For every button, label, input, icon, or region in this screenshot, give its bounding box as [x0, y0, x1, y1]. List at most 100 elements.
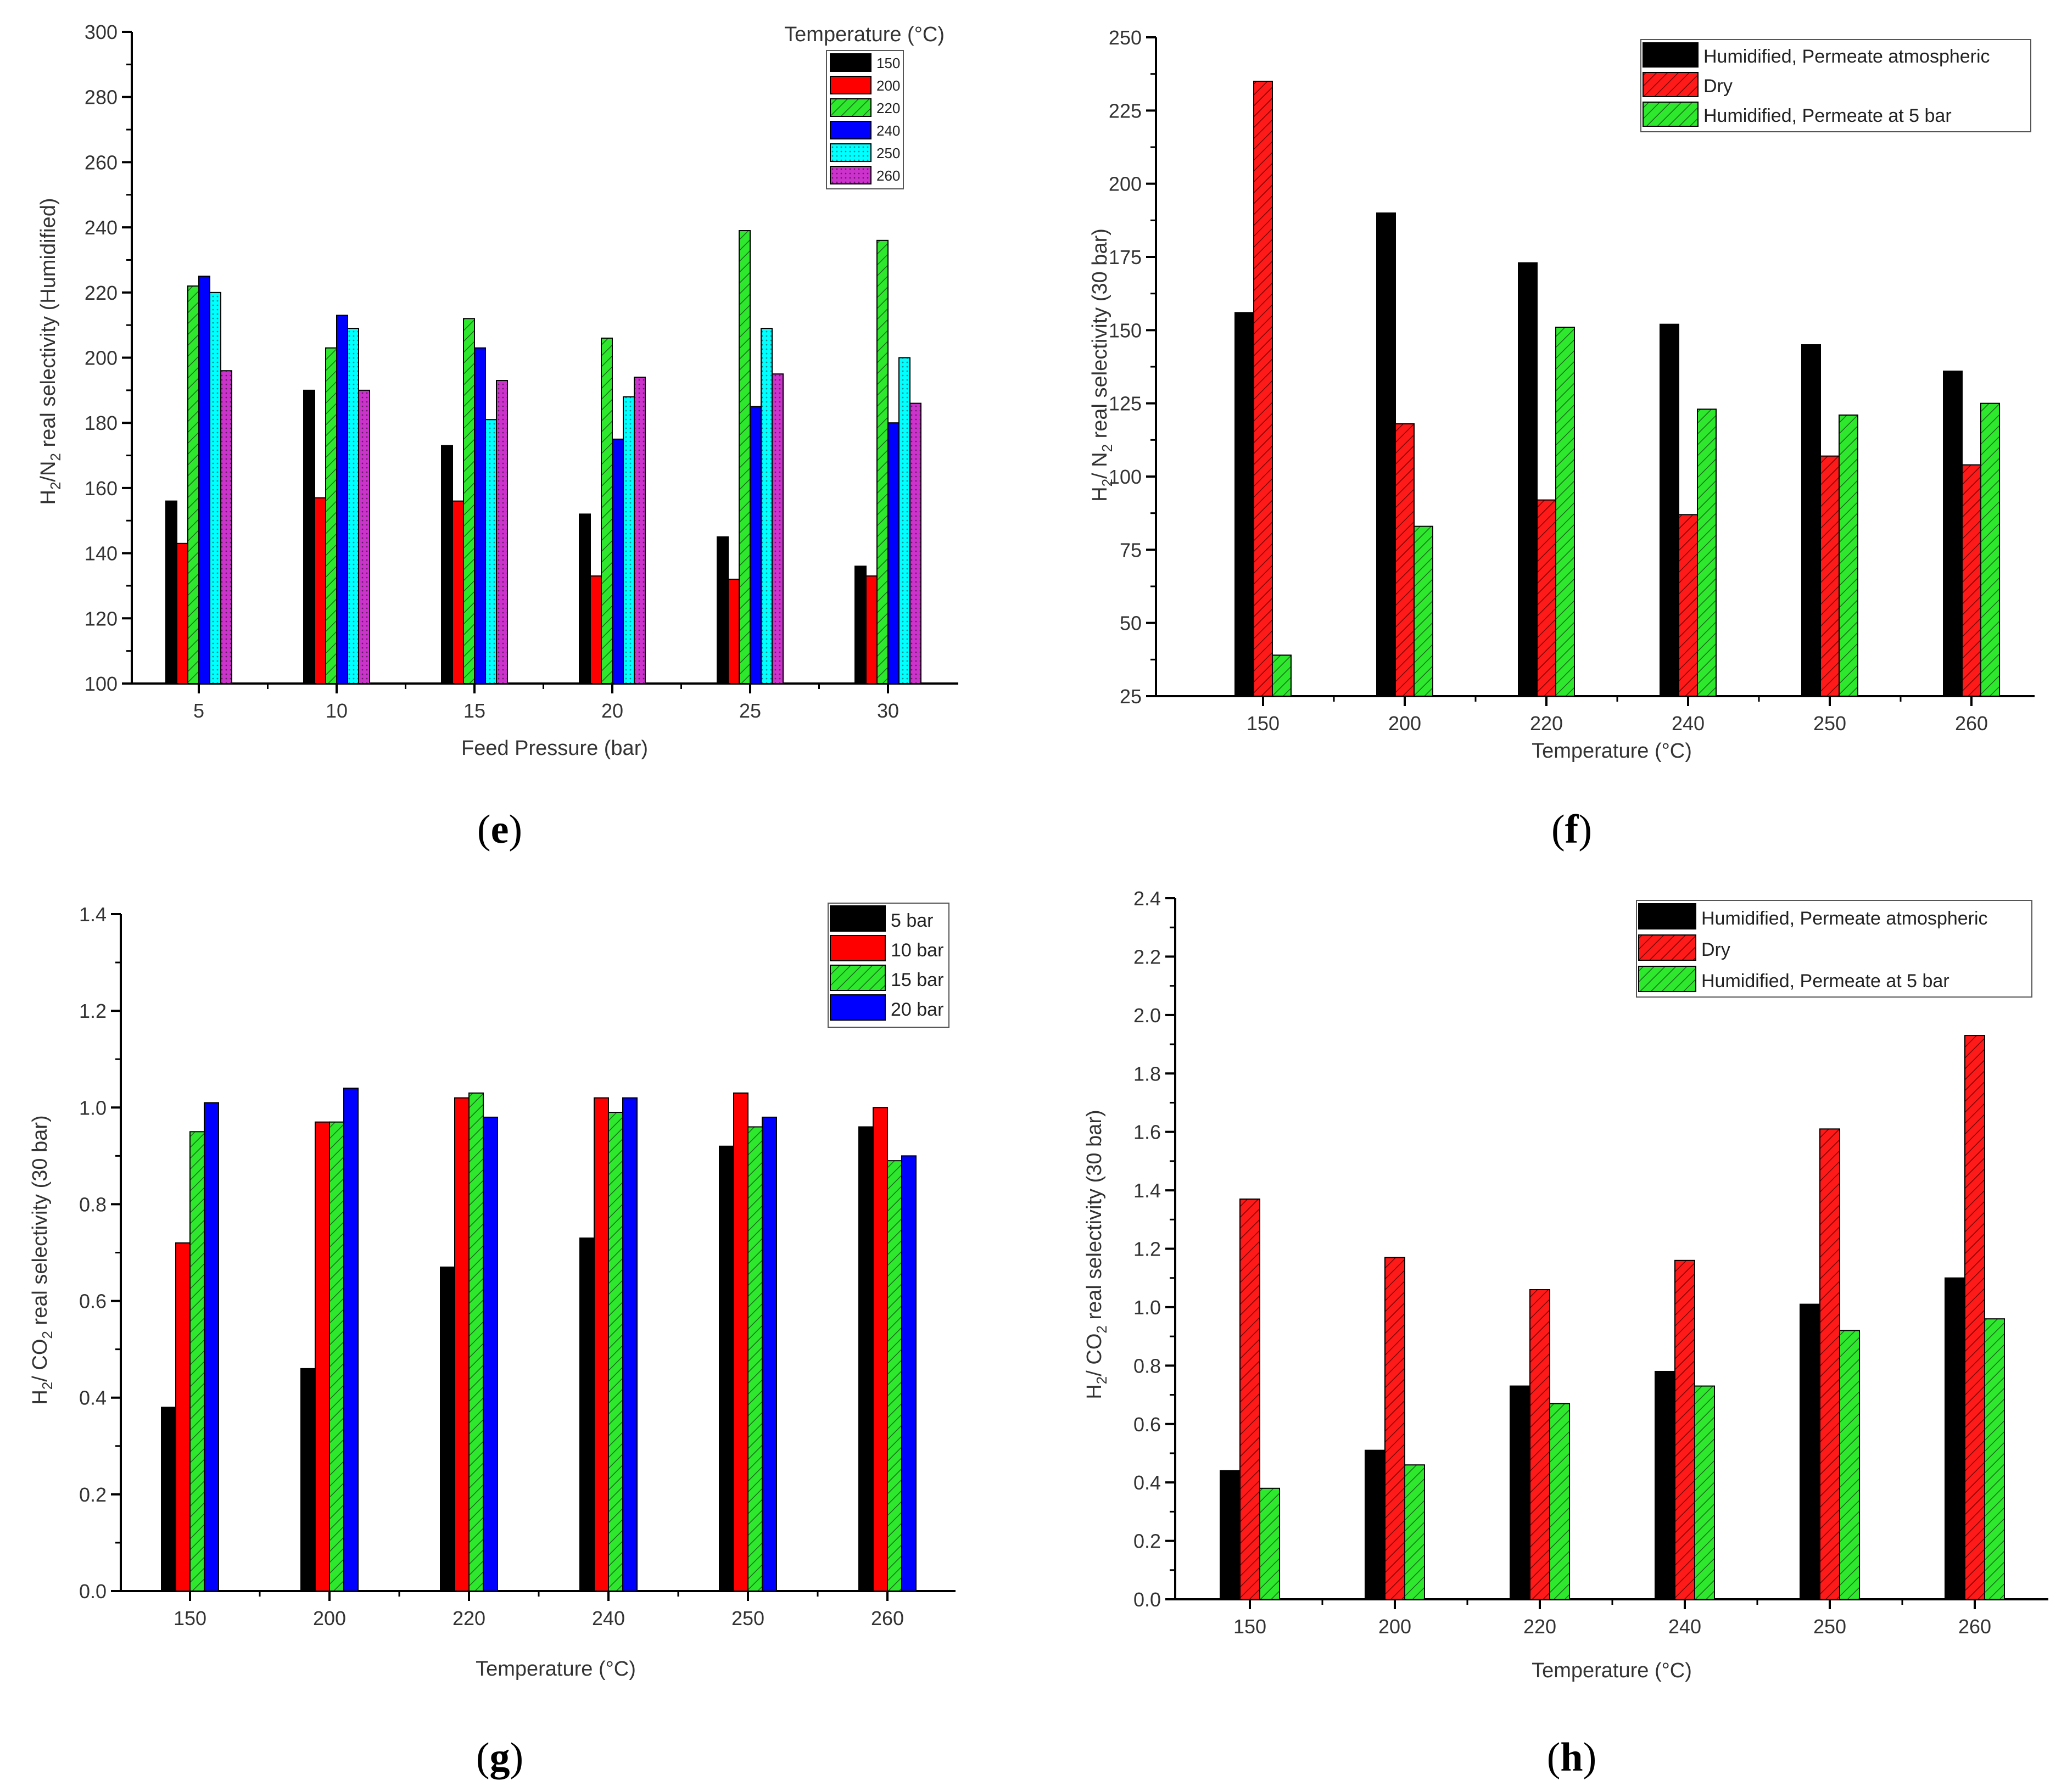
panel-g-xtick-label: 260 — [871, 1607, 904, 1629]
panel-e-legend-swatch — [830, 98, 872, 117]
panel-e-bar-260-5 — [220, 370, 232, 684]
panel-e-bar-240-5 — [198, 276, 210, 684]
panel-e-bar-250-5 — [209, 292, 221, 684]
panel-e-ytick-label: 200 — [85, 347, 118, 369]
panel-g-bar-5-bar-240 — [579, 1237, 595, 1592]
panel-g-legend-swatch — [830, 935, 886, 961]
panel-f-legend-swatch — [1643, 72, 1699, 97]
panel-g-legend-label: 5 bar — [891, 910, 934, 931]
panel-f-ytick-label: 225 — [1109, 99, 1142, 122]
panel-h-bar-humidified-permeate-atmospheric-260 — [1945, 1277, 1965, 1600]
panel-f-bar-humidified-permeate-atmospheric-150 — [1234, 312, 1254, 697]
panel-g-bar-10-bar-240 — [594, 1097, 609, 1592]
panel-e-bar-260-30 — [909, 402, 921, 685]
panel-e-bar-250-20 — [623, 396, 635, 684]
panel-e-legend-label: 240 — [876, 122, 900, 139]
panel-f-bar-humidified-permeate-at-5-bar-150 — [1272, 654, 1292, 697]
panel-f-legend-label: Humidified, Permeate at 5 bar — [1703, 105, 1952, 126]
panel-e-ytick-label: 300 — [85, 21, 118, 43]
panel-g-letter: g — [490, 1735, 510, 1780]
panel-h-bar-dry-250 — [1819, 1128, 1840, 1600]
panel-h-bar-dry-240 — [1674, 1259, 1695, 1600]
panel-h-legend: Humidified, Permeate atmospheric Dry Humid… — [1636, 900, 2032, 998]
panel-f-xtick-label: 250 — [1813, 712, 1846, 735]
panel-e-bar-150-10 — [303, 389, 315, 684]
panel-e-bar-260-20 — [634, 377, 646, 684]
panel-f-bar-humidified-permeate-atmospheric-250 — [1801, 344, 1821, 697]
panel-g-legend-swatch — [830, 994, 886, 1021]
panel-f-bar-humidified-permeate-atmospheric-240 — [1660, 323, 1679, 697]
panel-e-bar-200-10 — [314, 497, 326, 685]
panel-h-legend-label: Humidified, Permeate at 5 bar — [1701, 971, 1949, 992]
panel-f-bar-humidified-permeate-at-5-bar-220 — [1555, 327, 1575, 697]
panel-h-ytick-label: 1.0 — [1133, 1296, 1161, 1319]
panel-e-bar-200-5 — [176, 542, 188, 684]
panel-e-label: (e) — [477, 807, 522, 852]
panel-g-ytick-label: 0.2 — [79, 1483, 107, 1506]
panel-f-bar-dry-260 — [1962, 464, 1981, 697]
panel-h-label: (h) — [1547, 1735, 1596, 1780]
panel-g-bar-10-bar-220 — [454, 1097, 470, 1592]
panel-g-xtick-label: 220 — [452, 1607, 485, 1629]
panel-h-legend-swatch — [1638, 903, 1696, 929]
panel-g-bar-10-bar-250 — [733, 1092, 748, 1592]
panel-g-ytick-label: 0.8 — [79, 1193, 107, 1216]
panel-g-legend-swatch — [830, 905, 886, 932]
panel-f-ytick-label: 25 — [1120, 685, 1142, 708]
panel-h-bar-humidified-permeate-at-5-bar-260 — [1984, 1318, 2005, 1600]
panel-e-bar-250-10 — [347, 328, 359, 684]
panel-g-bar-20-bar-240 — [622, 1097, 638, 1592]
panel-e-bar-220-15 — [463, 318, 475, 684]
panel-e-legend-swatch — [830, 143, 872, 162]
panel-e-ytick-label: 280 — [85, 86, 118, 109]
panel-f-ytick-label: 125 — [1109, 393, 1142, 415]
panel-f-bar-dry-250 — [1820, 455, 1840, 697]
chart-panel-g: 0.0 0.2 0.4 0.6 0.8 1.0 1.2 1.4 150 200 220 240 250 2… — [29, 903, 956, 1780]
panel-f-xtick-label: 220 — [1530, 712, 1563, 735]
panel-e-xlabel: Feed Pressure (bar) — [461, 737, 648, 760]
panel-f-bar-humidified-permeate-at-5-bar-260 — [1980, 402, 2000, 697]
panel-g-bar-5-bar-200 — [300, 1368, 316, 1592]
panel-e-bar-220-30 — [876, 239, 889, 684]
panel-f-legend-frame — [1640, 39, 2031, 132]
panel-e-bar-150-30 — [854, 565, 867, 684]
panel-f-xtick-label: 240 — [1672, 712, 1705, 735]
panel-h-ytick-label: 1.8 — [1133, 1062, 1161, 1085]
panel-h-bar-humidified-permeate-at-5-bar-220 — [1549, 1403, 1570, 1600]
panel-e-legend-title: Temperature (°C) — [784, 23, 945, 46]
panel-e-legend-label: 250 — [876, 145, 900, 161]
panel-g-legend-label: 20 bar — [891, 999, 943, 1020]
panel-e-ytick-label: 180 — [85, 412, 118, 434]
panel-e-bar-240-25 — [750, 406, 762, 685]
panel-h-bar-humidified-permeate-atmospheric-250 — [1800, 1303, 1820, 1600]
panel-h-legend-swatch — [1638, 966, 1696, 992]
panel-e-legend-swatch — [830, 53, 872, 72]
panel-g-ytick-label: 1.0 — [79, 1096, 107, 1119]
panel-f-label: (f) — [1551, 807, 1592, 852]
panel-e-ytick-label: 240 — [85, 216, 118, 239]
panel-f-bar-dry-150 — [1253, 81, 1273, 697]
panel-h-legend-frame — [1636, 900, 2032, 998]
panel-g-bar-15-bar-250 — [747, 1126, 763, 1592]
panel-f-legend-label: Dry — [1703, 76, 1733, 97]
panel-e-bar-260-25 — [772, 373, 784, 684]
panel-e-bar-240-10 — [336, 315, 348, 684]
panel-h-ytick-label: 0.2 — [1133, 1530, 1161, 1553]
panel-g-bar-10-bar-150 — [175, 1242, 191, 1592]
panel-g-bar-15-bar-220 — [468, 1092, 484, 1592]
panel-e-ytick-label: 100 — [85, 673, 118, 695]
panel-h-xtick-label: 260 — [1958, 1615, 1991, 1638]
panel-f-bar-dry-220 — [1537, 499, 1556, 697]
panel-h-legend-label: Dry — [1701, 939, 1730, 960]
panel-f-ytick-label: 75 — [1120, 539, 1142, 561]
panel-h-legend-label: Humidified, Permeate atmospheric — [1701, 908, 1988, 929]
panel-e-legend-label: 150 — [876, 55, 900, 71]
panel-e-ylabel: H2/N2 real selectivity (Humidified) — [37, 198, 64, 505]
panel-h-bar-dry-200 — [1384, 1257, 1405, 1600]
panel-h-plot: 0.0 0.2 0.4 0.6 0.8 1.0 1.2 1.4 1.6 1.8 2.0 2.2 2.4 1… — [1133, 887, 2048, 1638]
panel-h-xtick-label: 250 — [1813, 1615, 1846, 1638]
panel-g-bar-10-bar-260 — [873, 1107, 888, 1592]
panel-e-legend-swatch — [830, 121, 872, 139]
panel-e-xtick-label: 5 — [193, 699, 204, 722]
panel-h-ytick-label: 1.4 — [1133, 1179, 1161, 1202]
